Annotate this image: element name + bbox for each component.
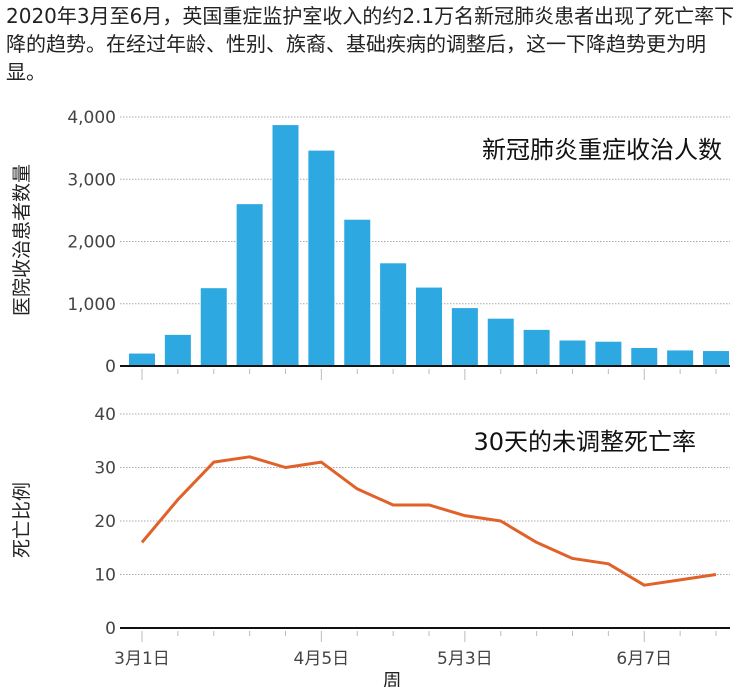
bar [200,288,227,366]
bar [380,263,407,366]
bar [344,219,371,366]
bar [164,334,191,366]
y-tick-label: 0 [105,619,116,639]
bar [416,287,442,366]
x-tick-label: 6月7日 [616,649,672,669]
bar [236,204,263,366]
bar [129,353,155,366]
line-chart-annotation: 30天的未调整死亡率 [473,428,696,456]
bar [308,150,335,366]
y-tick-label: 4,000 [67,108,116,128]
y-tick-label: 20 [94,512,116,532]
bar [703,351,729,366]
y-tick-label: 30 [94,459,116,479]
y-tick-label: 1,000 [67,295,116,315]
bar [667,350,694,366]
bar [272,125,299,366]
bar-chart-annotation: 新冠肺炎重症收治人数 [482,136,722,164]
x-axis-label: 周 [382,670,401,687]
line-chart-ylabel: 死亡比例 [11,482,33,558]
bar-chart-ylabel: 医院收治患者数量 [11,164,33,316]
bar [451,308,478,366]
y-tick-label: 10 [94,566,116,586]
bar [523,329,550,366]
x-tick-label: 3月1日 [114,649,170,669]
bar [559,340,586,366]
x-tick-label: 4月5日 [294,649,350,669]
bar [487,318,514,366]
y-tick-label: 40 [94,405,116,425]
bar [595,341,622,366]
bar [631,347,658,366]
x-tick-label: 5月3日 [437,649,493,669]
y-tick-label: 0 [105,357,116,377]
y-tick-label: 2,000 [67,233,116,253]
y-tick-label: 3,000 [67,170,116,190]
chart-title: 2020年3月至6月，英国重症监护室收入的约2.1万名新冠肺炎患者出现了死亡率下… [6,4,735,84]
